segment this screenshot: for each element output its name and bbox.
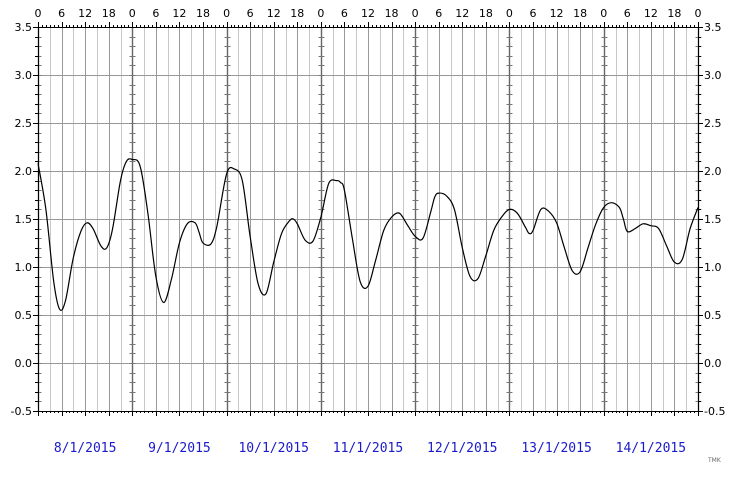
y-tick-label-right: 2.5	[704, 117, 722, 130]
x-tick-label-hour: 18	[102, 7, 116, 20]
x-tick-label-hour: 12	[644, 7, 658, 20]
axes	[33, 22, 703, 416]
y-tick-label-right: 0.5	[704, 309, 722, 322]
x-tick-label-hour: 18	[385, 7, 399, 20]
y-tick-label-right: 1.0	[704, 261, 722, 274]
x-tick-label-hour: 0	[506, 7, 513, 20]
x-tick-label-hour: 0	[129, 7, 136, 20]
x-tick-label-hour: 6	[530, 7, 537, 20]
y-tick-label-left: 1.5	[15, 213, 33, 226]
y-tick-label-left: 0.5	[15, 309, 33, 322]
y-tick-label-left: 2.0	[15, 165, 33, 178]
x-tick-label-hour: 12	[361, 7, 375, 20]
x-tick-label-hour: 0	[223, 7, 230, 20]
x-tick-label-hour: 0	[695, 7, 702, 20]
x-tick-label-hour: 6	[624, 7, 631, 20]
y-tick-label-left: -0.5	[11, 405, 32, 418]
grid	[35, 27, 702, 412]
x-tick-label-hour: 18	[196, 7, 210, 20]
x-tick-label-hour: 18	[290, 7, 304, 20]
x-tick-label-hour: 6	[341, 7, 348, 20]
x-tick-label-date: 9/1/2015	[148, 441, 211, 456]
x-tick-label-hour: 18	[479, 7, 493, 20]
y-tick-label-right: 3.0	[704, 69, 722, 82]
y-tick-label-left: 0.0	[15, 357, 33, 370]
x-tick-label-date: 10/1/2015	[238, 441, 308, 456]
x-tick-label-hour: 12	[455, 7, 469, 20]
y-tick-label-left: 3.5	[15, 21, 33, 34]
y-tick-label-right: 0.0	[704, 357, 722, 370]
y-tick-label-right: -0.5	[704, 405, 725, 418]
x-tick-label-date: 11/1/2015	[333, 441, 403, 456]
x-tick-label-hour: 6	[58, 7, 65, 20]
x-tick-label-date: 8/1/2015	[54, 441, 117, 456]
x-tick-label-hour: 0	[317, 7, 324, 20]
watermark: TMK	[707, 457, 722, 464]
x-tick-label-hour: 6	[435, 7, 442, 20]
x-tick-label-date: 14/1/2015	[616, 441, 686, 456]
y-tick-label-right: 3.5	[704, 21, 722, 34]
x-tick-label-hour: 18	[667, 7, 681, 20]
x-tick-label-date: 12/1/2015	[427, 441, 497, 456]
x-tick-label-hour: 18	[573, 7, 587, 20]
x-tick-label-date: 13/1/2015	[521, 441, 591, 456]
series-line	[37, 158, 699, 312]
x-tick-label-hour: 12	[172, 7, 186, 20]
x-tick-label-hour: 0	[35, 7, 42, 20]
y-tick-label-left: 1.0	[15, 261, 33, 274]
y-tick-label-left: 2.5	[15, 117, 33, 130]
x-tick-label-hour: 12	[78, 7, 92, 20]
y-tick-label-right: 1.5	[704, 213, 722, 226]
x-tick-label-hour: 12	[267, 7, 281, 20]
x-tick-label-hour: 0	[600, 7, 607, 20]
x-tick-label-hour: 6	[247, 7, 254, 20]
y-tick-label-left: 3.0	[15, 69, 33, 82]
tick-labels: -0.5 -0.5 0.0 0.0 0.5 0.5 1.0 1.0 1.5 1.5 2.0 2.0 2.…	[11, 7, 726, 456]
series	[37, 158, 699, 312]
x-tick-label-hour: 12	[550, 7, 564, 20]
x-tick-label-hour: 6	[152, 7, 159, 20]
x-tick-label-hour: 0	[412, 7, 419, 20]
y-tick-label-right: 2.0	[704, 165, 722, 178]
